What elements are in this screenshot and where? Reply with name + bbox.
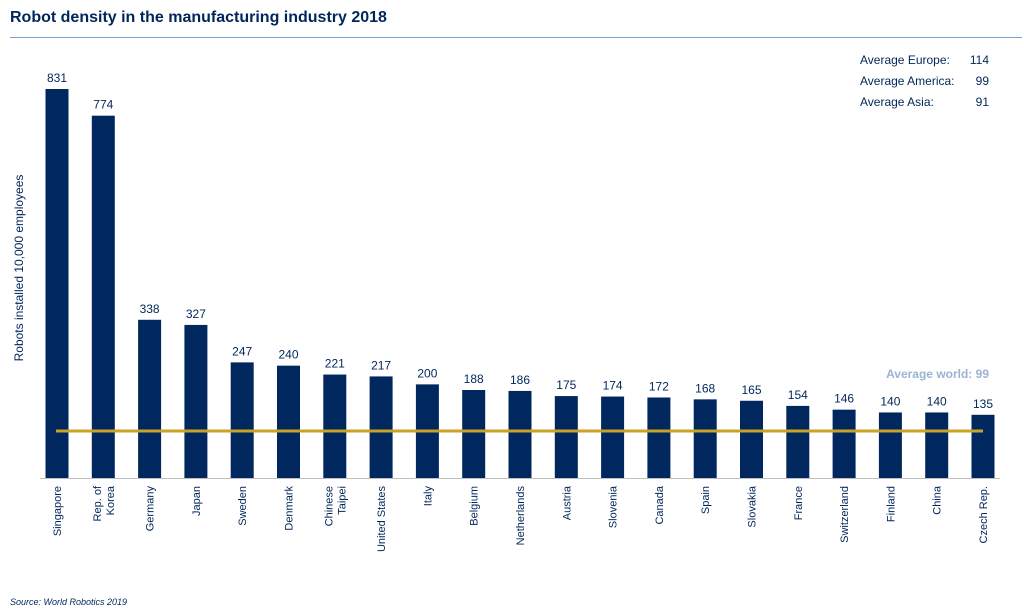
svg-text:China: China xyxy=(932,485,944,515)
data-label-19: 140 xyxy=(927,394,947,408)
tick-label-13: Canada xyxy=(654,485,666,524)
bar-18 xyxy=(878,412,902,478)
average-label-2: Average Asia: xyxy=(860,95,934,109)
svg-text:Italy: Italy xyxy=(422,486,434,507)
bar-2 xyxy=(138,319,162,478)
bar-3 xyxy=(184,324,208,478)
tick-label-2: Germany xyxy=(145,486,157,532)
tick-label-12: Slovenia xyxy=(608,485,620,528)
data-label-2: 338 xyxy=(140,302,160,316)
svg-text:ChineseTaipei: ChineseTaipei xyxy=(323,486,348,526)
data-label-8: 200 xyxy=(417,366,437,380)
tick-label-8: Italy xyxy=(422,486,434,507)
bar-15 xyxy=(740,400,763,478)
svg-text:Sweden: Sweden xyxy=(237,486,249,526)
tick-label-4: Sweden xyxy=(237,486,249,526)
data-label-16: 154 xyxy=(788,388,808,402)
tick-label-6: ChineseTaipei xyxy=(323,486,348,526)
bar-0 xyxy=(45,89,69,478)
svg-text:Spain: Spain xyxy=(700,486,712,514)
bar-17 xyxy=(832,409,856,478)
tick-label-5: Denmark xyxy=(284,486,296,531)
data-label-11: 175 xyxy=(556,378,576,392)
data-label-9: 188 xyxy=(464,372,484,386)
svg-text:Slovakia: Slovakia xyxy=(747,485,759,527)
svg-text:Rep. ofKorea: Rep. ofKorea xyxy=(92,485,117,521)
bar-10 xyxy=(508,390,532,478)
svg-text:Austria: Austria xyxy=(561,485,573,520)
data-label-1: 774 xyxy=(93,98,113,112)
tick-label-19: China xyxy=(932,485,944,515)
data-label-17: 146 xyxy=(834,392,854,406)
data-label-6: 221 xyxy=(325,357,345,371)
svg-text:France: France xyxy=(793,486,805,520)
data-label-3: 327 xyxy=(186,307,206,321)
data-label-13: 172 xyxy=(649,379,669,393)
svg-text:Singapore: Singapore xyxy=(52,486,64,536)
bar-7 xyxy=(369,376,393,478)
tick-label-1: Rep. ofKorea xyxy=(92,485,117,521)
tick-label-0: Singapore xyxy=(52,486,64,536)
tick-label-18: Finland xyxy=(885,486,897,522)
tick-label-15: Slovakia xyxy=(747,485,759,527)
average-label-0: Average Europe: xyxy=(860,53,950,67)
svg-text:Switzerland: Switzerland xyxy=(839,486,851,543)
world-average-label: Average world: 99 xyxy=(886,367,989,381)
data-label-4: 247 xyxy=(232,344,252,358)
y-axis-label: Robots installed 10,000 employees xyxy=(12,175,26,362)
average-value-2: 91 xyxy=(976,95,990,109)
tick-label-11: Austria xyxy=(561,485,573,520)
bar-4 xyxy=(230,362,254,478)
tick-label-10: Netherlands xyxy=(515,486,527,546)
data-label-18: 140 xyxy=(880,394,900,408)
svg-text:Germany: Germany xyxy=(145,486,157,532)
svg-text:Slovenia: Slovenia xyxy=(608,485,620,528)
svg-text:Netherlands: Netherlands xyxy=(515,486,527,546)
svg-text:Japan: Japan xyxy=(191,486,203,516)
average-value-1: 99 xyxy=(976,74,990,88)
bar-20 xyxy=(971,414,995,478)
average-label-1: Average America: xyxy=(860,74,955,88)
svg-text:Belgium: Belgium xyxy=(469,486,481,526)
data-label-14: 168 xyxy=(695,381,715,395)
bar-13 xyxy=(647,397,671,478)
bar-9 xyxy=(462,389,486,478)
svg-text:Czech Rep.: Czech Rep. xyxy=(978,486,990,543)
chart-title: Robot density in the manufacturing indus… xyxy=(10,9,387,26)
tick-label-3: Japan xyxy=(191,486,203,516)
bar-14 xyxy=(693,399,717,478)
tick-label-14: Spain xyxy=(700,486,712,514)
average-value-0: 114 xyxy=(970,53,989,67)
tick-label-16: France xyxy=(793,486,805,520)
bar-6 xyxy=(323,374,347,478)
title-divider xyxy=(10,37,1022,38)
tick-label-9: Belgium xyxy=(469,486,481,526)
bar-12 xyxy=(601,396,625,478)
svg-text:United States: United States xyxy=(376,486,388,553)
bar-19 xyxy=(925,412,949,478)
bar-5 xyxy=(277,365,300,478)
bar-16 xyxy=(786,405,810,478)
source-note: Source: World Robotics 2019 xyxy=(10,597,128,607)
data-label-7: 217 xyxy=(371,358,391,372)
data-label-5: 240 xyxy=(278,348,298,362)
data-label-15: 165 xyxy=(741,383,761,397)
svg-text:Canada: Canada xyxy=(654,485,666,524)
tick-label-17: Switzerland xyxy=(839,486,851,543)
data-label-10: 186 xyxy=(510,373,530,387)
data-label-0: 831 xyxy=(47,71,67,85)
data-label-20: 135 xyxy=(973,397,993,411)
data-label-12: 174 xyxy=(603,379,623,393)
bar-1 xyxy=(91,115,115,478)
tick-label-20: Czech Rep. xyxy=(978,486,990,543)
tick-label-7: United States xyxy=(376,486,388,553)
svg-text:Finland: Finland xyxy=(885,486,897,522)
bar-11 xyxy=(554,396,578,478)
svg-text:Denmark: Denmark xyxy=(284,486,296,531)
